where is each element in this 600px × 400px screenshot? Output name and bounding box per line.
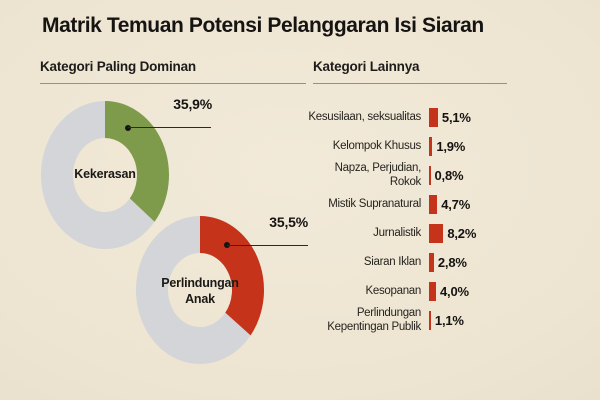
bar-row-value: 5,1% [441, 110, 471, 125]
bar-row-label: Perlindungan Kepentingan Publik [327, 306, 421, 333]
bar-row-value: 1,9% [436, 139, 466, 154]
section-heading-dominant-label: Kategori Paling Dominan [40, 59, 196, 74]
page-title: Matrik Temuan Potensi Pelanggaran Isi Si… [42, 14, 484, 37]
bar-track: 0,8% [429, 166, 464, 185]
bar-row-label: Kelompok Khusus [332, 139, 422, 152]
bar-track: 1,9% [429, 137, 465, 156]
donut-slice-kekerasan [105, 101, 169, 222]
section-heading-dominant: Kategori Paling Dominan [40, 59, 306, 84]
bar-row-value: 1,1% [434, 313, 464, 328]
bar-row: Kesopanan 4,0% [301, 277, 551, 306]
section-heading-others: Kategori Lainnya [313, 59, 507, 84]
bar-row-label: Napza, Perjudian, Rokok [334, 161, 422, 188]
bar [429, 282, 436, 301]
bar-row-label: Siaran Iklan [363, 255, 421, 268]
bar-row-value: 4,0% [440, 284, 469, 299]
bar-row: Siaran Iklan 2,8% [301, 248, 551, 277]
bar-row: Kesusilaan, seksualitas 5,1% [301, 103, 551, 132]
bar [429, 224, 444, 243]
bar-row-label: Jurnalistik [373, 226, 421, 239]
bar-row-label: Mistik Supranatural [328, 197, 421, 210]
callout-value-perlindungan-anak: 35,5% [269, 214, 308, 230]
bar-track: 4,7% [429, 195, 470, 214]
bar-track: 1,1% [429, 311, 464, 330]
bar-row-value: 4,7% [441, 197, 471, 212]
bar [429, 166, 431, 185]
donut-remainder-perlindungan-anak [135, 216, 251, 365]
bar-row: Napza, Perjudian, Rokok 0,8% [301, 161, 551, 190]
bar-row: Mistik Supranatural 4,7% [301, 190, 551, 219]
donut-remainder-kekerasan [40, 101, 155, 249]
bar-row: Jurnalistik 8,2% [301, 219, 551, 248]
bar-track: 8,2% [429, 224, 476, 243]
bar-track: 4,0% [429, 282, 469, 301]
bar [429, 311, 431, 330]
bar-row: Kelompok Khusus 1,9% [301, 132, 551, 161]
donut-label-perlindungan-anak: Perlindungan Anak [161, 276, 239, 306]
bar-row-value: 8,2% [447, 226, 477, 241]
bar-row-label: Kesopanan [365, 284, 422, 297]
other-categories-list: Kesusilaan, seksualitas 5,1% Kelompok Khus… [301, 103, 551, 335]
bar-row-value: 2,8% [437, 255, 467, 270]
bar [429, 137, 433, 156]
bar-row-label: Kesusilaan, seksualitas [308, 110, 421, 123]
donut-label-kekerasan: Kekerasan [74, 167, 136, 181]
callout-dot-kekerasan [125, 125, 131, 131]
bar-row: Perlindungan Kepentingan Publik 1,1% [301, 306, 551, 335]
bar [429, 108, 438, 127]
bar-track: 5,1% [429, 108, 471, 127]
bar [429, 195, 438, 214]
callout-line-perlindungan-anak [227, 245, 308, 246]
callout-value-kekerasan: 35,9% [173, 96, 212, 112]
bar [429, 253, 434, 272]
bar-row-value: 0,8% [434, 168, 464, 183]
callout-line-kekerasan [128, 127, 211, 128]
section-heading-others-label: Kategori Lainnya [313, 59, 420, 74]
bar-track: 2,8% [429, 253, 467, 272]
